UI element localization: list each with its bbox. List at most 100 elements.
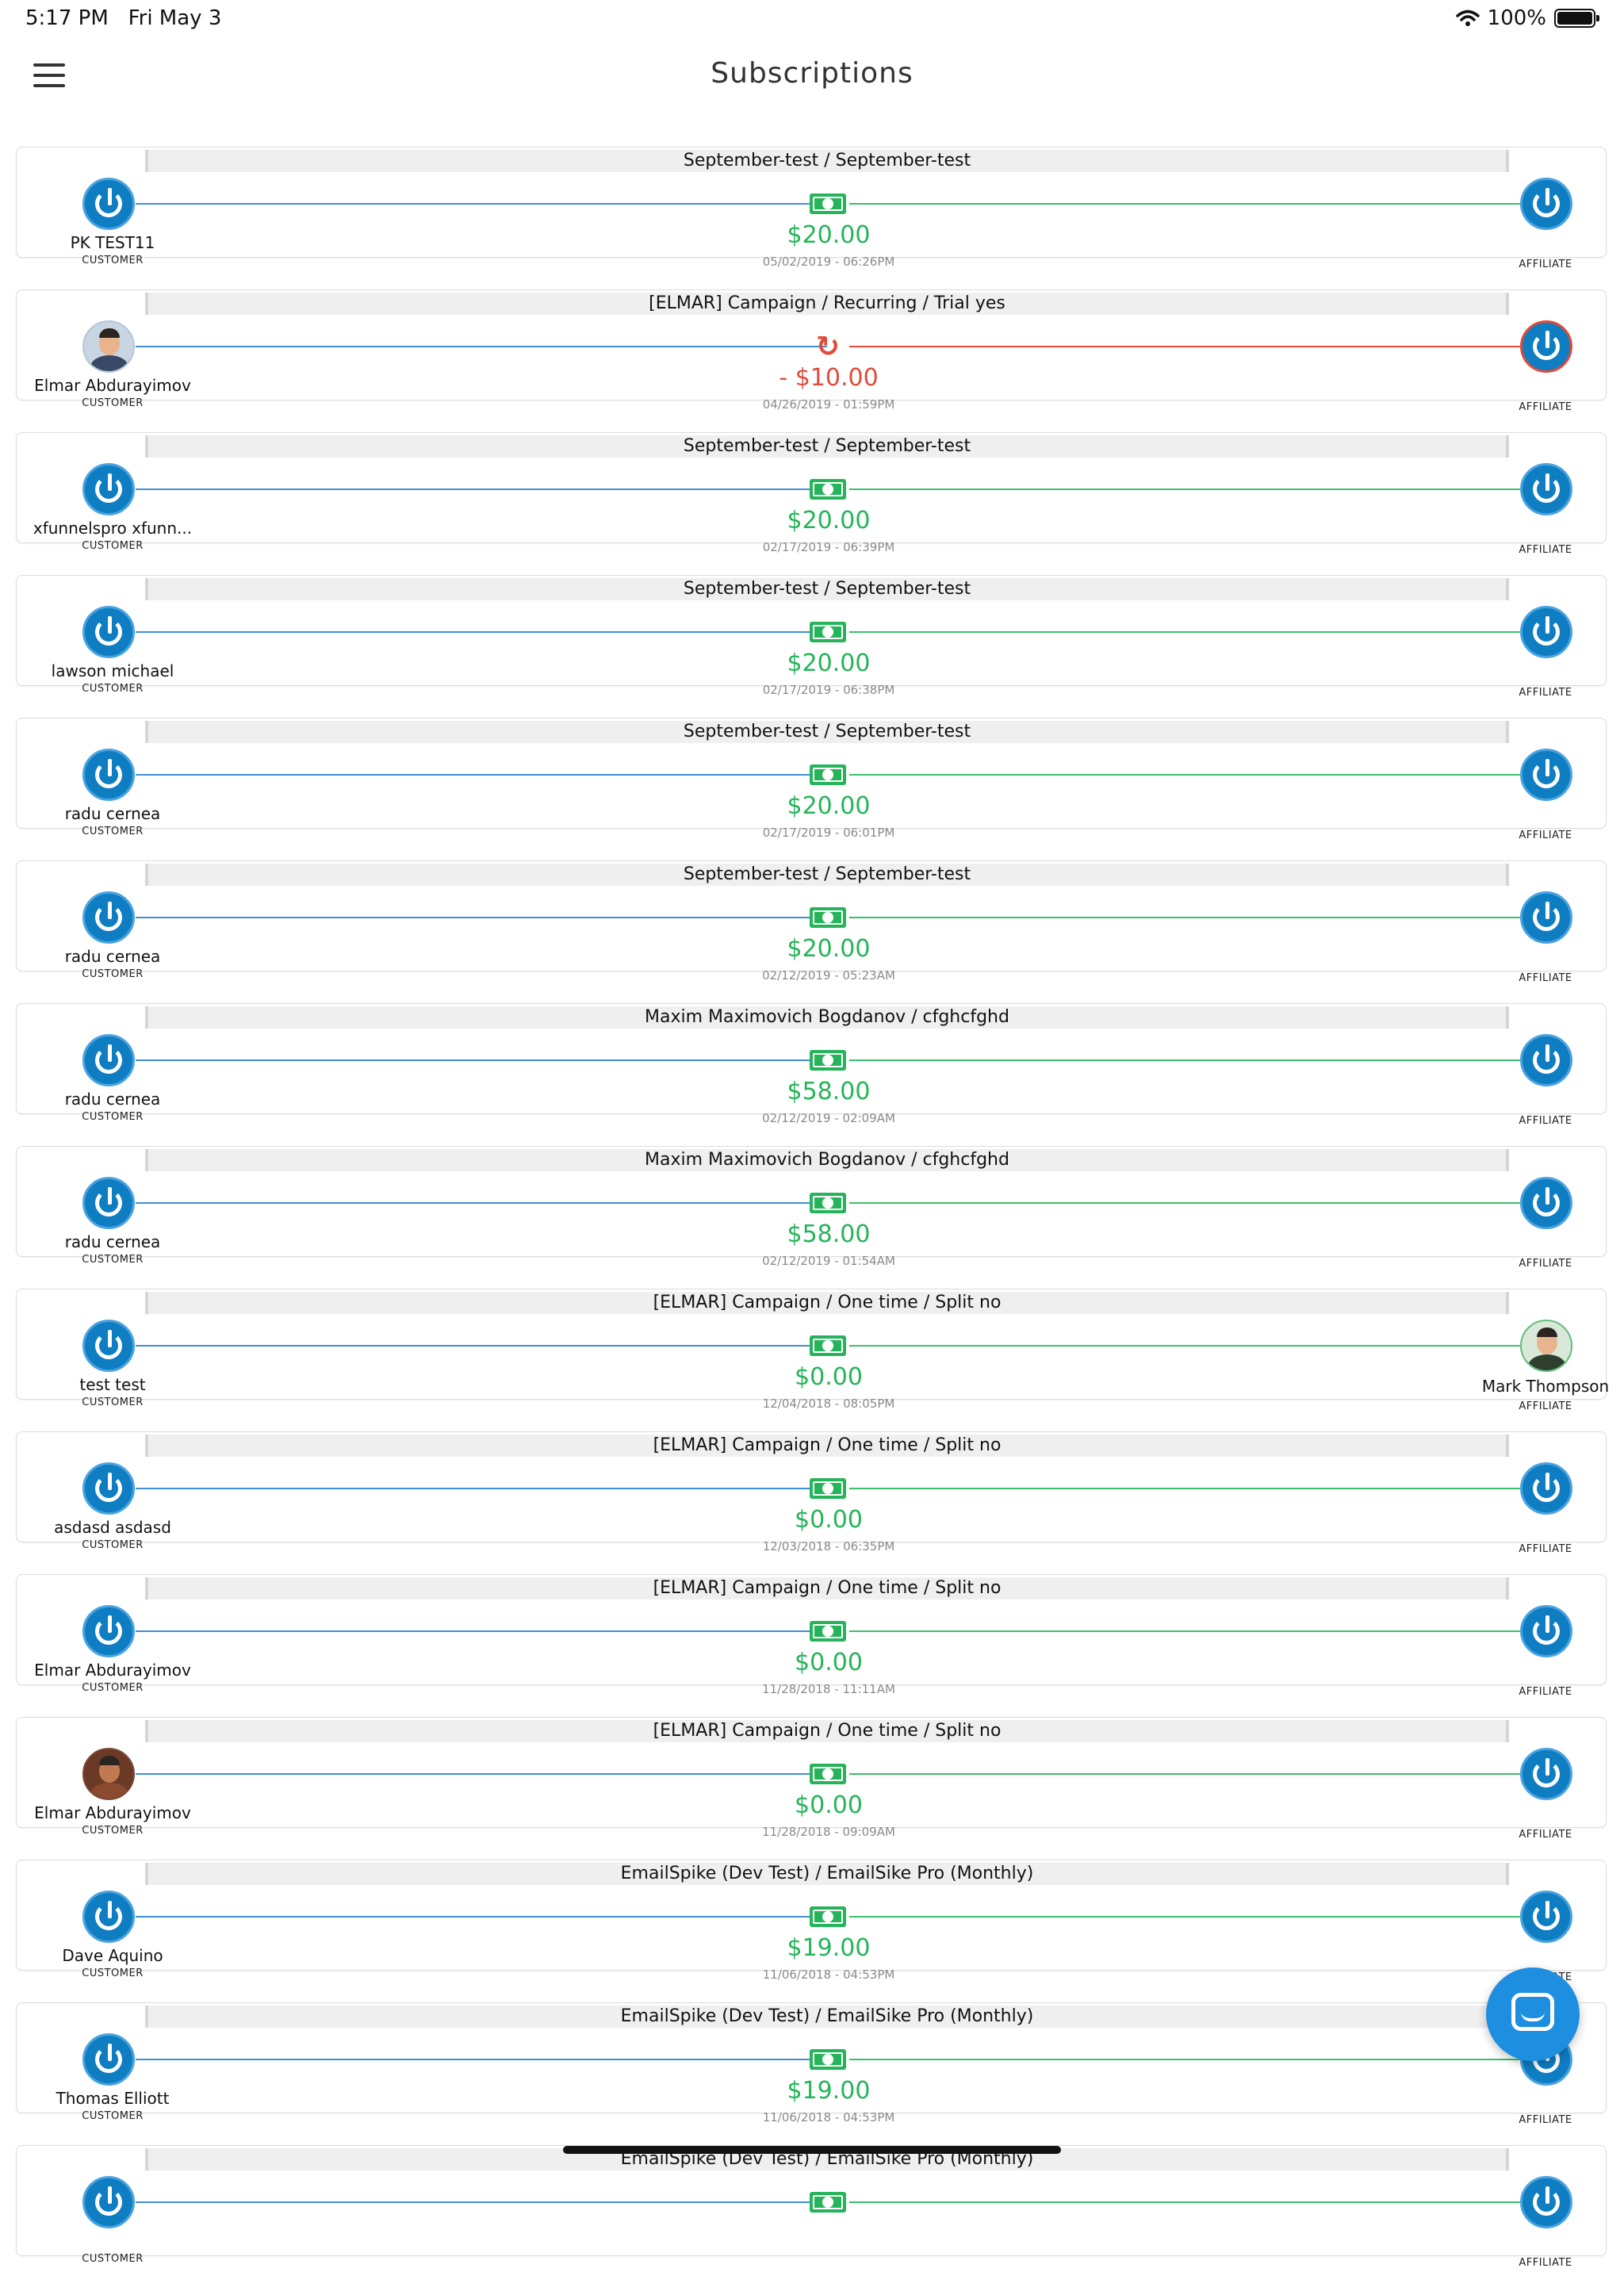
subscription-row[interactable]: Maxim Maximovich Bogdanov / cfghcfghd $5… — [0, 987, 1624, 1130]
subscription-card[interactable]: [ELMAR] Campaign / One time / Split no $… — [16, 1431, 1607, 1555]
transaction-date: 02/12/2019 - 01:54AM — [762, 1254, 895, 1268]
subscription-row[interactable]: [ELMAR] Campaign / One time / Split no $… — [0, 1701, 1624, 1844]
customer-logo-icon[interactable] — [82, 463, 135, 515]
affiliate-role-label: AFFILIATE — [1519, 829, 1572, 841]
affiliate-logo-icon[interactable] — [1520, 1034, 1572, 1086]
affiliate-role-label: AFFILIATE — [1519, 259, 1572, 270]
customer-connector — [136, 1202, 827, 1204]
customer-role-label: CUSTOMER — [82, 1825, 144, 1837]
customer-logo-icon[interactable] — [82, 891, 135, 944]
amount: $58.00 — [787, 1078, 871, 1105]
affiliate-logo-icon[interactable] — [1520, 1605, 1572, 1657]
amount: $58.00 — [787, 1220, 871, 1248]
hamburger-icon — [33, 63, 65, 67]
customer-role-label: CUSTOMER — [82, 826, 144, 837]
customer-logo-icon[interactable] — [82, 606, 135, 658]
affiliate-logo-icon[interactable] — [1520, 1891, 1572, 1943]
affiliate-logo-icon[interactable] — [1520, 320, 1572, 373]
subscription-row[interactable]: September-test / September-test $20.00 0… — [0, 845, 1624, 987]
wifi-icon — [1455, 10, 1480, 26]
subscription-card[interactable]: [ELMAR] Campaign / One time / Split no $… — [16, 1717, 1607, 1841]
money-icon — [810, 1906, 846, 1927]
subscription-row[interactable]: September-test / September-test $20.00 0… — [0, 559, 1624, 702]
subscription-row[interactable]: [ELMAR] Campaign / One time / Split no $… — [0, 1416, 1624, 1558]
subscription-row[interactable]: [ELMAR] Campaign / Recurring / Trial yes… — [0, 274, 1624, 416]
customer-avatar[interactable] — [82, 1748, 135, 1800]
customer-name: Thomas Elliott — [56, 2089, 170, 2108]
customer-connector — [136, 1488, 827, 1489]
customer-logo-icon[interactable] — [82, 749, 135, 801]
subscription-row[interactable]: Maxim Maximovich Bogdanov / cfghcfghd $5… — [0, 1130, 1624, 1273]
affiliate-logo-icon[interactable] — [1520, 749, 1572, 801]
subscription-card[interactable]: September-test / September-test $20.00 0… — [16, 575, 1607, 699]
transaction-date: 02/17/2019 - 06:38PM — [762, 683, 895, 697]
subscription-card[interactable]: September-test / September-test $20.00 0… — [16, 718, 1607, 841]
status-clock: 5:17 PM — [25, 6, 109, 30]
affiliate-logo-icon[interactable] — [1520, 1462, 1572, 1515]
money-icon — [810, 1764, 846, 1784]
subscription-title: [ELMAR] Campaign / One time / Split no — [145, 1577, 1509, 1600]
customer-role-label: CUSTOMER — [82, 540, 144, 552]
subscription-card[interactable]: EmailSpike (Dev Test) / EmailSike Pro (M… — [16, 2145, 1607, 2269]
customer-logo-icon[interactable] — [82, 1177, 135, 1229]
money-icon — [810, 1621, 846, 1642]
customer-connector — [136, 1345, 827, 1347]
customer-logo-icon[interactable] — [82, 1605, 135, 1657]
affiliate-logo-icon[interactable] — [1520, 1177, 1572, 1229]
customer-logo-icon[interactable] — [82, 2176, 135, 2228]
subscription-card[interactable]: EmailSpike (Dev Test) / EmailSike Pro (M… — [16, 2002, 1607, 2126]
subscription-card[interactable]: EmailSpike (Dev Test) / EmailSike Pro (M… — [16, 1860, 1607, 1983]
money-icon — [810, 907, 846, 928]
money-icon — [810, 1193, 846, 1213]
subscription-card[interactable]: September-test / September-test $20.00 0… — [16, 860, 1607, 984]
customer-role-label: CUSTOMER — [82, 1967, 144, 1979]
subscription-row[interactable]: [ELMAR] Campaign / One time / Split no $… — [0, 1273, 1624, 1416]
affiliate-connector — [849, 1488, 1525, 1489]
subscription-row[interactable]: EmailSpike (Dev Test) / EmailSike Pro (M… — [0, 1844, 1624, 1987]
customer-logo-icon[interactable] — [82, 1462, 135, 1515]
customer-avatar[interactable] — [82, 320, 135, 373]
subscription-title: [ELMAR] Campaign / One time / Split no — [145, 1435, 1509, 1457]
affiliate-logo-icon[interactable] — [1520, 178, 1572, 230]
customer-role-label: CUSTOMER — [82, 2110, 144, 2122]
affiliate-logo-icon[interactable] — [1520, 891, 1572, 944]
customer-connector — [136, 2201, 827, 2203]
affiliate-role-label: AFFILIATE — [1519, 2257, 1572, 2269]
subscription-title: [ELMAR] Campaign / One time / Split no — [145, 1292, 1509, 1314]
menu-button[interactable] — [33, 63, 65, 89]
affiliate-logo-icon[interactable] — [1520, 463, 1572, 515]
customer-name: Elmar Abdurayimov — [34, 376, 191, 395]
customer-connector — [136, 488, 827, 490]
subscription-card[interactable]: September-test / September-test $20.00 0… — [16, 432, 1607, 556]
customer-logo-icon[interactable] — [82, 1320, 135, 1372]
subscription-card[interactable]: [ELMAR] Campaign / One time / Split no $… — [16, 1289, 1609, 1412]
customer-logo-icon[interactable] — [82, 1034, 135, 1086]
subscription-row[interactable]: September-test / September-test $20.00 0… — [0, 702, 1624, 845]
affiliate-role-label: AFFILIATE — [1519, 972, 1572, 984]
customer-connector — [136, 774, 827, 776]
home-indicator[interactable] — [563, 2146, 1061, 2154]
affiliate-role-label: AFFILIATE — [1519, 1686, 1572, 1698]
chat-button[interactable] — [1486, 1967, 1580, 2061]
affiliate-logo-icon[interactable] — [1520, 2176, 1572, 2228]
affiliate-avatar[interactable] — [1520, 1320, 1572, 1372]
customer-logo-icon[interactable] — [82, 178, 135, 230]
amount: $20.00 — [787, 221, 871, 249]
customer-logo-icon[interactable] — [82, 2033, 135, 2086]
subscription-row[interactable]: September-test / September-test $20.00 0… — [0, 416, 1624, 559]
subscription-card[interactable]: [ELMAR] Campaign / Recurring / Trial yes… — [16, 289, 1607, 413]
subscription-card[interactable]: [ELMAR] Campaign / One time / Split no $… — [16, 1574, 1607, 1698]
subscription-list[interactable]: September-test / September-test $20.00 0… — [0, 131, 1624, 2272]
amount: - $10.00 — [779, 364, 879, 392]
subscription-row[interactable]: EmailSpike (Dev Test) / EmailSike Pro (M… — [0, 1987, 1624, 2129]
customer-name: lawson michael — [51, 661, 174, 680]
subscription-card[interactable]: Maxim Maximovich Bogdanov / cfghcfghd $5… — [16, 1003, 1607, 1127]
subscription-row[interactable]: September-test / September-test $20.00 0… — [0, 131, 1624, 274]
subscription-card[interactable]: September-test / September-test $20.00 0… — [16, 147, 1607, 270]
subscription-row[interactable]: [ELMAR] Campaign / One time / Split no $… — [0, 1558, 1624, 1701]
customer-logo-icon[interactable] — [82, 1891, 135, 1943]
subscription-card[interactable]: Maxim Maximovich Bogdanov / cfghcfghd $5… — [16, 1146, 1607, 1270]
affiliate-logo-icon[interactable] — [1520, 1748, 1572, 1800]
affiliate-logo-icon[interactable] — [1520, 606, 1572, 658]
amount: $0.00 — [795, 1363, 863, 1391]
